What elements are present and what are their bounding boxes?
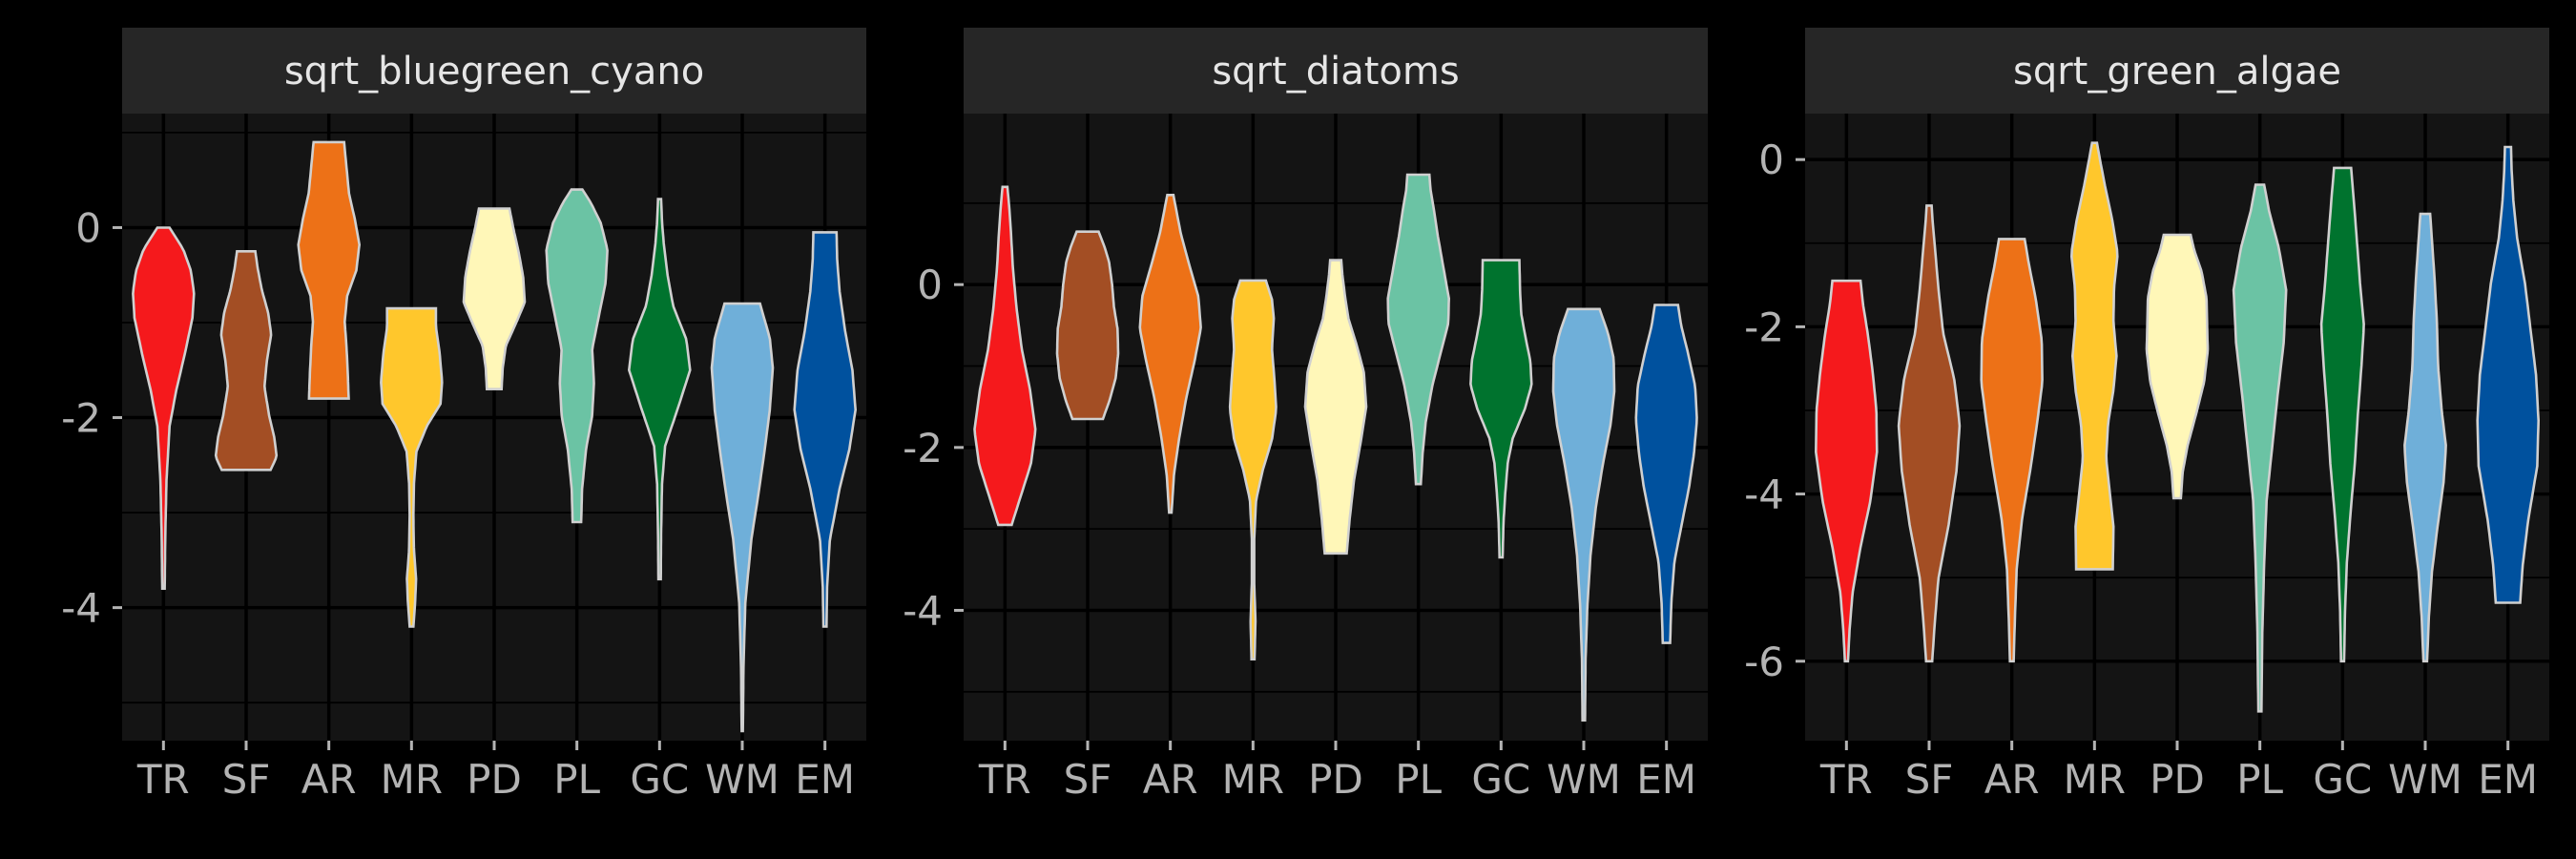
violin-gc bbox=[2319, 166, 2365, 663]
x-tick-label-ar: AR bbox=[301, 756, 357, 803]
x-tick-label-tr: TR bbox=[1819, 756, 1873, 803]
facet-strip-label: sqrt_green_algae bbox=[2013, 50, 2341, 94]
violin-pd bbox=[2145, 233, 2210, 500]
violin-pl bbox=[545, 188, 609, 524]
x-tick-label-pl: PL bbox=[553, 756, 600, 803]
violin-em bbox=[793, 231, 858, 628]
y-tick-label: -4 bbox=[1744, 471, 1784, 518]
facet-panels: sqrt_bluegreen_cyano 0 -2 -4 TR SF AR MR PD PL GC W… bbox=[61, 28, 2549, 803]
violin-mr bbox=[2069, 141, 2119, 571]
x-tick-label-ar: AR bbox=[1143, 756, 1198, 803]
x-tick-label-em: EM bbox=[795, 756, 855, 803]
x-tick-label-gc: GC bbox=[630, 756, 689, 803]
facet-strip bbox=[122, 28, 866, 114]
facet-strip-label: sqrt_diatoms bbox=[1212, 50, 1459, 94]
violin-pl bbox=[1386, 173, 1451, 486]
y-tick-label: -4 bbox=[61, 585, 101, 632]
violin-mr bbox=[380, 306, 444, 628]
x-tick-label-mr: MR bbox=[381, 756, 443, 803]
x-tick-label-pl: PL bbox=[2236, 756, 2283, 803]
x-tick-label-wm: WM bbox=[2388, 756, 2462, 803]
violin-mr bbox=[1228, 279, 1278, 660]
x-tick-label-gc: GC bbox=[1471, 756, 1530, 803]
violin-em bbox=[1634, 304, 1698, 644]
y-tick-label: -2 bbox=[1744, 304, 1784, 350]
violin-pd bbox=[1303, 259, 1368, 555]
y-tick-label: -4 bbox=[903, 587, 943, 634]
x-tick-label-em: EM bbox=[1636, 756, 1696, 803]
x-tick-label-gc: GC bbox=[2313, 756, 2372, 803]
x-tick-label-em: EM bbox=[2478, 756, 2538, 803]
y-tick-label: -2 bbox=[61, 395, 101, 442]
violin-pl bbox=[2232, 183, 2288, 713]
facet-panel-2: sqrt_diatoms 0 -2 -4 TR SF AR MR PD PL GC WM EM bbox=[903, 28, 1708, 803]
violin-gc bbox=[627, 198, 692, 581]
x-tick-label-pd: PD bbox=[1308, 756, 1363, 803]
y-tick-label: -2 bbox=[903, 425, 943, 471]
x-tick-label-pd: PD bbox=[467, 756, 522, 803]
y-tick-label: 0 bbox=[75, 204, 101, 251]
violin-ar bbox=[1980, 238, 2044, 663]
x-tick-label-sf: SF bbox=[1905, 756, 1954, 803]
x-tick-label-sf: SF bbox=[222, 756, 271, 803]
violin-tr bbox=[973, 185, 1037, 527]
violin-wm bbox=[710, 302, 775, 733]
violin-sf bbox=[1055, 230, 1120, 421]
facet-panel-1: sqrt_bluegreen_cyano 0 -2 -4 TR SF AR MR PD PL GC W… bbox=[61, 28, 866, 803]
facet-strip bbox=[1805, 28, 2549, 114]
y-tick-label: 0 bbox=[917, 262, 943, 308]
y-tick-label: 0 bbox=[1758, 136, 1784, 183]
x-tick-label-mr: MR bbox=[1222, 756, 1284, 803]
x-tick-label-ar: AR bbox=[1984, 756, 2040, 803]
violin-em bbox=[2476, 145, 2541, 604]
x-tick-label-sf: SF bbox=[1064, 756, 1112, 803]
violin-ar bbox=[297, 140, 362, 400]
x-tick-label-mr: MR bbox=[2064, 756, 2126, 803]
violin-sf bbox=[214, 250, 279, 471]
violin-gc bbox=[1469, 259, 1533, 559]
violin-sf bbox=[1897, 204, 1962, 663]
y-tick-label: -6 bbox=[1744, 639, 1784, 685]
x-tick-label-wm: WM bbox=[705, 756, 779, 803]
x-tick-label-pl: PL bbox=[1395, 756, 1442, 803]
violin-ar bbox=[1138, 194, 1202, 514]
x-tick-label-pd: PD bbox=[2150, 756, 2205, 803]
violin-pd bbox=[462, 207, 527, 390]
violin-tr bbox=[132, 226, 196, 590]
x-tick-label-tr: TR bbox=[978, 756, 1031, 803]
facet-panel-3: sqrt_green_algae 0 -2 -4 -6 TR SF AR MR PD PL GC WM E… bbox=[1744, 28, 2549, 803]
violin-tr bbox=[1814, 279, 1879, 663]
violin-wm bbox=[2403, 212, 2447, 663]
x-tick-label-wm: WM bbox=[1547, 756, 1621, 803]
facet-strip bbox=[964, 28, 1708, 114]
violin-wm bbox=[1551, 307, 1616, 722]
facet-strip-label: sqrt_bluegreen_cyano bbox=[284, 50, 704, 94]
x-tick-label-tr: TR bbox=[136, 756, 190, 803]
